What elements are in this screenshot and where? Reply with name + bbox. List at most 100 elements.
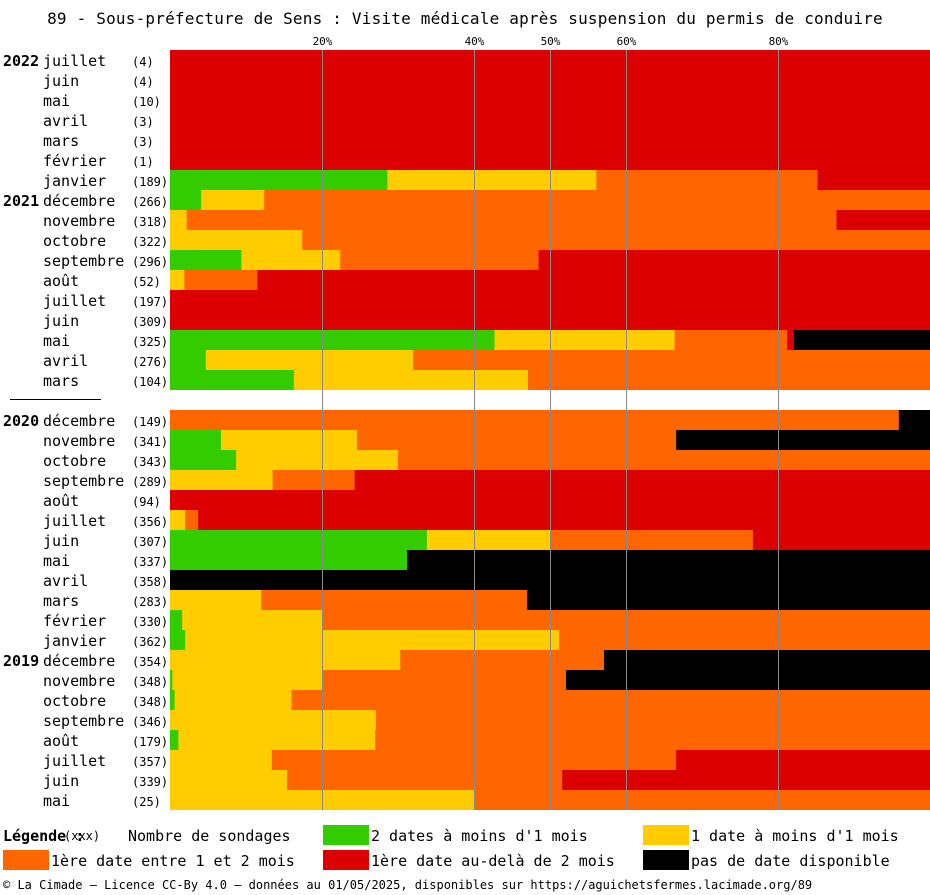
row-count-label: (339): [132, 775, 168, 789]
row-month-label: février: [43, 152, 106, 170]
row-month-label: mai: [43, 92, 70, 110]
bar-segment-o: [186, 210, 837, 230]
row-month-label: juin: [43, 312, 79, 330]
bar-segment-o: [185, 510, 199, 530]
row-count-label: (354): [132, 655, 168, 669]
legend-swatch-o: [3, 850, 49, 870]
bar-segment-k: [527, 590, 930, 610]
bar-segment-g2: [170, 330, 495, 350]
bar-segment-o: [375, 710, 930, 730]
row-count-label: (283): [132, 595, 168, 609]
row-month-label: août: [43, 492, 79, 510]
bar-segment-o: [261, 590, 528, 610]
row-count-label: (337): [132, 555, 168, 569]
bar-segment-o: [674, 330, 788, 350]
bar-segment-o: [322, 670, 567, 690]
row-month-label: juin: [43, 532, 79, 550]
row-count-label: (307): [132, 535, 168, 549]
bar-segment-y1: [172, 670, 323, 690]
row-month-label: mai: [43, 332, 70, 350]
legend-label-k: pas de date disponible: [691, 852, 890, 870]
row-count-label: (346): [132, 715, 168, 729]
row-count-label: (4): [132, 55, 154, 69]
bar-segment-o: [559, 630, 930, 650]
bar-segment-k: [565, 670, 930, 690]
legend-swatch-y1: [643, 825, 689, 845]
row-month-label: janvier: [43, 172, 106, 190]
row-count-label: (197): [132, 295, 168, 309]
bar-segment-r: [752, 530, 930, 550]
x-tick-label: 20%: [313, 35, 333, 48]
bar-segment-y1: [387, 170, 597, 190]
bar-segment-g2: [170, 610, 183, 630]
bar-segment-k: [676, 430, 930, 450]
row-count-label: (289): [132, 475, 168, 489]
bar-segment-r: [354, 470, 930, 490]
bar-segment-g2: [170, 250, 242, 270]
bar-segment-g2: [170, 530, 428, 550]
bar-segment-y1: [170, 590, 262, 610]
bar-segment-y1: [236, 450, 399, 470]
bar-segment-y1: [185, 630, 560, 650]
row-month-label: décembre: [43, 412, 115, 430]
bar-segment-y1: [170, 510, 186, 530]
bar-segment-g2: [170, 630, 186, 650]
row-month-label: avril: [43, 112, 88, 130]
bar-segment-g2: [170, 170, 388, 190]
row-month-label: avril: [43, 352, 88, 370]
row-year-label: 2021: [3, 192, 39, 210]
bar-segment-y1: [182, 610, 323, 630]
row-year-label: 2022: [3, 52, 39, 70]
row-count-label: (325): [132, 335, 168, 349]
legend-label-y1: 1 date à moins d'1 mois: [691, 827, 899, 845]
bar-segment-o: [340, 250, 539, 270]
bar-segment-y1: [201, 190, 265, 210]
bar-segment-o: [291, 690, 930, 710]
row-month-label: février: [43, 612, 106, 630]
bar-segment-o: [474, 790, 930, 810]
row-count-label: (189): [132, 175, 168, 189]
row-month-label: décembre: [43, 652, 115, 670]
bar-segment-o: [413, 350, 930, 370]
footer-credits: © La Cimade – Licence CC-By 4.0 – donnée…: [3, 878, 813, 892]
bar-segment-r: [538, 250, 930, 270]
bar-segment-k: [603, 650, 930, 670]
row-count-label: (358): [132, 575, 168, 589]
bar-segment-o: [550, 530, 754, 550]
row-month-label: juillet: [43, 292, 106, 310]
row-count-label: (3): [132, 135, 154, 149]
bar-segment-y1: [170, 750, 273, 770]
bar-segment-y1: [205, 350, 414, 370]
bar-segment-o: [272, 470, 356, 490]
bar-segment-o: [356, 430, 677, 450]
bar-segment-r: [198, 510, 930, 530]
row-month-label: novembre: [43, 212, 115, 230]
legend-label-r: 1ère date au-delà de 2 mois: [371, 852, 615, 870]
bar-segment-y1: [170, 770, 288, 790]
bar-segment-o: [527, 370, 930, 390]
row-count-label: (104): [132, 375, 168, 389]
row-month-label: juillet: [43, 752, 106, 770]
row-count-label: (10): [132, 95, 161, 109]
bar-segment-o: [596, 170, 818, 190]
row-month-label: septembre: [43, 252, 124, 270]
row-count-label: (276): [132, 355, 168, 369]
row-month-label: octobre: [43, 692, 106, 710]
row-count-label: (179): [132, 735, 168, 749]
bar-segment-r: [787, 330, 795, 350]
row-year-label: 2019: [3, 652, 39, 670]
legend-count-marker: (xxx): [64, 829, 101, 843]
row-month-label: mars: [43, 132, 79, 150]
bar-segment-g2: [170, 550, 408, 570]
row-count-label: (330): [132, 615, 168, 629]
row-month-label: novembre: [43, 672, 115, 690]
bar-segment-r: [836, 210, 930, 230]
row-count-label: (25): [132, 795, 161, 809]
legend-label-g2: 2 dates à moins d'1 mois: [371, 827, 588, 845]
legend-count-label: Nombre de sondages: [128, 827, 291, 845]
row-count-label: (343): [132, 455, 168, 469]
legend-title: Légende :: [3, 827, 85, 845]
bar-segment-g2: [170, 730, 179, 750]
row-count-label: (266): [132, 195, 168, 209]
bar-segment-y1: [170, 470, 273, 490]
